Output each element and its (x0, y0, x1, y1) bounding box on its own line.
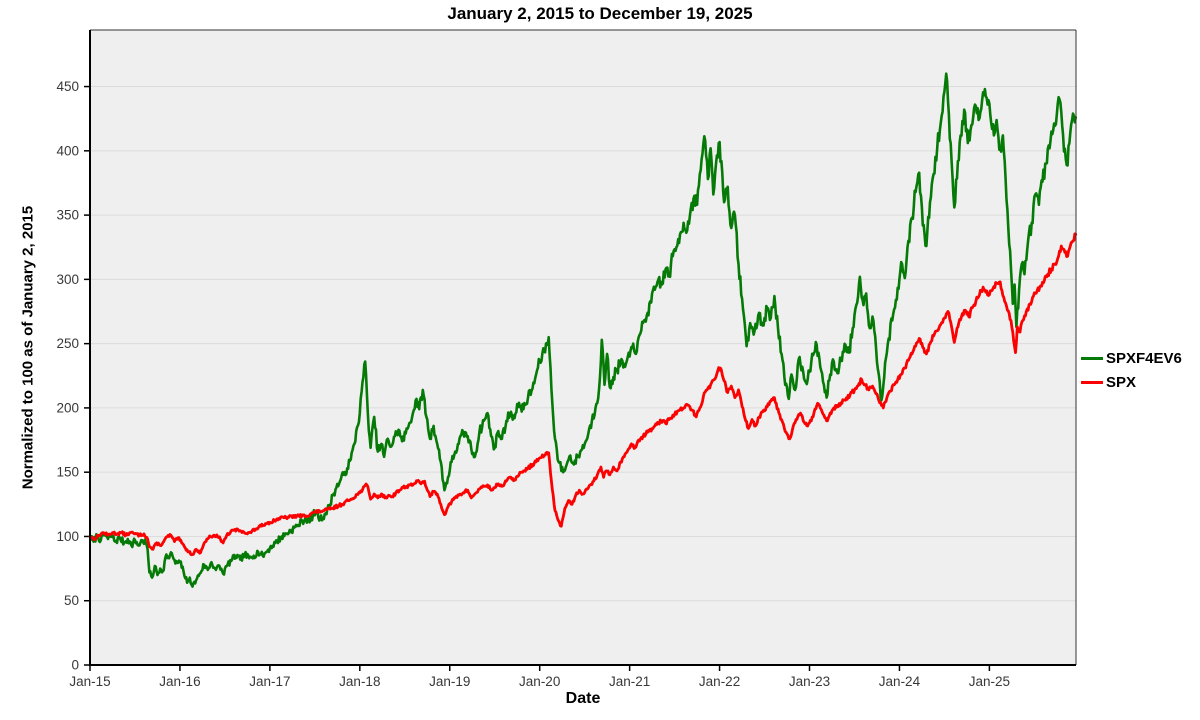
x-tick-label: Jan-17 (249, 674, 290, 689)
spx-line-swatch (1081, 380, 1103, 384)
x-tick-label: Jan-23 (789, 674, 830, 689)
x-tick-label: Jan-25 (969, 674, 1010, 689)
legend: SPXF4EV6 SPX (1081, 346, 1182, 394)
y-tick-label: 100 (56, 529, 79, 544)
legend-item-spxf4ev6: SPXF4EV6 (1081, 346, 1182, 370)
y-tick-label: 450 (56, 79, 79, 94)
chart-title: January 2, 2015 to December 19, 2025 (447, 4, 753, 23)
y-tick-label: 300 (56, 272, 79, 287)
y-tick-label: 350 (56, 208, 79, 223)
x-tick-label: Jan-22 (699, 674, 740, 689)
spxf4ev6-line-swatch (1081, 356, 1103, 360)
series-line-spxf4ev6 (88, 72, 1077, 588)
y-tick-label: 400 (56, 143, 79, 158)
x-tick-label: Jan-20 (519, 674, 560, 689)
legend-label-spxf4ev6: SPXF4EV6 (1106, 349, 1182, 367)
x-tick-label: Jan-19 (429, 674, 470, 689)
legend-label-spx: SPX (1106, 373, 1137, 391)
y-tick-label: 250 (56, 336, 79, 351)
series-line-spx (88, 232, 1078, 557)
x-tick-label: Jan-15 (69, 674, 110, 689)
y-tick-label: 200 (56, 400, 79, 415)
x-tick-label: Jan-18 (339, 674, 380, 689)
x-axis-title: Date (565, 690, 601, 707)
legend-item-spx: SPX (1081, 370, 1182, 394)
y-tick-label: 150 (56, 465, 79, 480)
y-tick-label: 50 (64, 593, 79, 608)
x-tick-label: Jan-16 (159, 674, 200, 689)
x-tick-label: Jan-21 (609, 674, 650, 689)
y-tick-label: 0 (71, 658, 79, 673)
x-tick-label: Jan-24 (879, 674, 921, 689)
